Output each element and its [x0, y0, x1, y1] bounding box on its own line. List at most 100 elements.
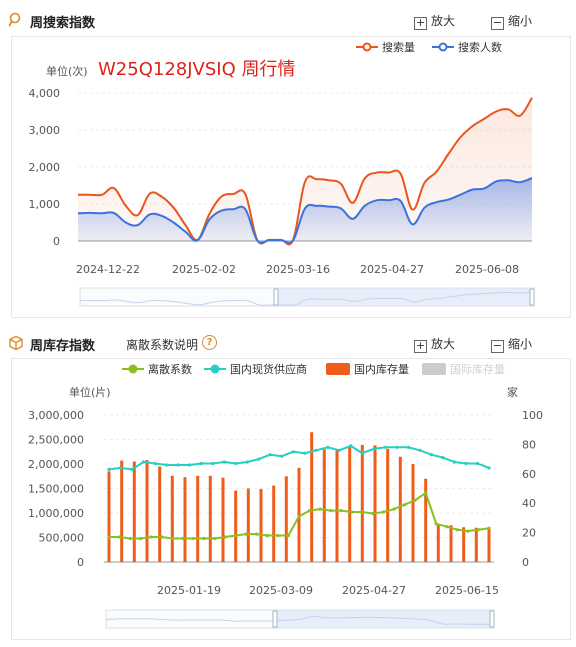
y-axis-unit-label: 单位(片) [69, 385, 111, 399]
dispersion-point [413, 498, 417, 502]
suppliers-line [108, 444, 490, 471]
zoom-handle-right[interactable] [489, 610, 495, 628]
suppliers-point [418, 448, 422, 452]
x-tick-label: 2025-01-19 [157, 584, 221, 597]
domestic-stock-bar [183, 477, 187, 562]
search-zoom-out-label: 缩小 [508, 14, 533, 28]
dispersion-point [191, 536, 195, 541]
y2-tick-label: 60 [522, 468, 536, 481]
search-index-header: 周搜索指数 + 放大 − 缩小 [0, 4, 576, 32]
dispersion-point [339, 509, 343, 513]
suppliers-point [153, 461, 157, 466]
inventory-zoom-in-label: 放大 [431, 337, 456, 351]
domestic-stock-bar [120, 460, 124, 562]
y-tick-label: 3,000 [29, 124, 61, 137]
y2-tick-label: 40 [522, 497, 536, 510]
dispersion-point [392, 507, 396, 511]
x-tick-label: 2025-03-16 [266, 263, 330, 276]
suppliers-point [326, 445, 330, 449]
dispersion-point [149, 535, 153, 539]
domestic-stock-bar [360, 444, 364, 562]
suppliers-point [130, 467, 134, 471]
domestic-stock-bar [322, 449, 326, 562]
dispersion-point [234, 533, 238, 538]
legend-domestic-stock-swatch [326, 363, 350, 375]
dispersion-point [244, 532, 248, 536]
zoom-handle-left[interactable] [272, 610, 278, 628]
x-tick-label: 2025-04-27 [360, 263, 424, 276]
dispersion-point [424, 491, 428, 495]
box-icon [9, 335, 23, 351]
y2-tick-label: 80 [522, 438, 536, 451]
zoom-handle-right[interactable] [529, 288, 535, 306]
dispersion-point [329, 509, 333, 513]
domestic-stock-bar [398, 456, 402, 562]
dispersion-point [255, 532, 259, 536]
search-chart-panel: W25Q128JVSIQ 周行情 单位(次) 搜索量 搜索人数 0 1,000 2,000 3… [11, 36, 571, 318]
x-tick-label: 2025-06-15 [435, 584, 499, 597]
dispersion-point [308, 509, 312, 513]
domestic-stock-bar [132, 461, 136, 562]
domestic-stock-bar [196, 475, 200, 562]
dispersion-point [213, 536, 217, 541]
search-volume-area [78, 97, 532, 245]
legend-dispersion-label: 离散系数 [148, 362, 192, 376]
plus-icon: + [414, 339, 427, 353]
inventory-zoom-in-button[interactable]: + 放大 [414, 335, 455, 353]
y-tick-label: 2,000,000 [28, 458, 84, 471]
dispersion-point [181, 536, 185, 541]
search-icon [8, 12, 21, 27]
suppliers-point [383, 445, 387, 449]
inventory-zoom-out-button[interactable]: − 缩小 [491, 335, 532, 353]
domestic-stock-bar [424, 478, 428, 562]
help-icon[interactable]: ? [202, 335, 217, 350]
suppliers-point [165, 463, 169, 467]
search-people-area [78, 178, 532, 243]
chart-title: W25Q128JVSIQ 周行情 [98, 59, 295, 80]
suppliers-point [429, 453, 433, 457]
dispersion-point [360, 510, 364, 514]
suppliers-point [452, 460, 457, 464]
domestic-stock-bar [208, 475, 212, 562]
search-zoom-out-button[interactable]: − 缩小 [491, 12, 532, 30]
legend-search-people-label: 搜索人数 [458, 40, 502, 54]
suppliers-point [464, 461, 468, 466]
dispersion-point [350, 510, 354, 514]
domestic-stock-bar [272, 485, 276, 562]
inventory-index-title: 周库存指数 [30, 339, 96, 354]
dispersion-help-link[interactable]: 离散系数说明 [126, 338, 199, 352]
suppliers-point [441, 456, 445, 460]
suppliers-point [234, 461, 238, 466]
y-tick-label: 1,500,000 [28, 483, 84, 496]
legend-dispersion-marker [128, 364, 138, 374]
suppliers-point [107, 467, 111, 471]
domestic-stock-bar [170, 475, 174, 562]
inventory-index-header: 周库存指数 离散系数说明 ? + 放大 − 缩小 [0, 327, 576, 355]
y-tick-label: 4,000 [29, 87, 61, 100]
dispersion-point [202, 536, 206, 541]
search-volume-line [78, 97, 533, 246]
zoom-slider-selection[interactable] [276, 288, 534, 306]
domestic-stock-bar [310, 432, 314, 562]
dispersion-point [160, 535, 164, 539]
suppliers-point [268, 453, 272, 457]
search-zoom-in-button[interactable]: + 放大 [414, 12, 455, 30]
dispersion-point [170, 536, 174, 541]
domestic-stock-bar [259, 489, 263, 562]
dispersion-point [223, 535, 227, 539]
zoom-handle-left[interactable] [273, 288, 279, 306]
y-tick-label: 2,500,000 [28, 434, 84, 447]
suppliers-point [188, 463, 192, 467]
legend-intl-stock-swatch [422, 363, 446, 375]
dispersion-point [371, 511, 375, 516]
domestic-stock-bar [411, 464, 415, 562]
y2-tick-label: 100 [522, 409, 543, 422]
suppliers-point [303, 451, 307, 455]
domestic-stock-bar [335, 450, 339, 562]
x-tick-label: 2025-02-02 [172, 263, 236, 276]
inventory-chart-panel: 离散系数 国内现货供应商 国内库存量 国际库存量 单位(片) 家 0 500,000 1,000… [11, 358, 571, 640]
suppliers-point [280, 454, 284, 458]
legend-search-volume-marker [362, 42, 372, 52]
suppliers-point [141, 460, 146, 464]
zoom-slider-selection[interactable] [275, 610, 494, 628]
